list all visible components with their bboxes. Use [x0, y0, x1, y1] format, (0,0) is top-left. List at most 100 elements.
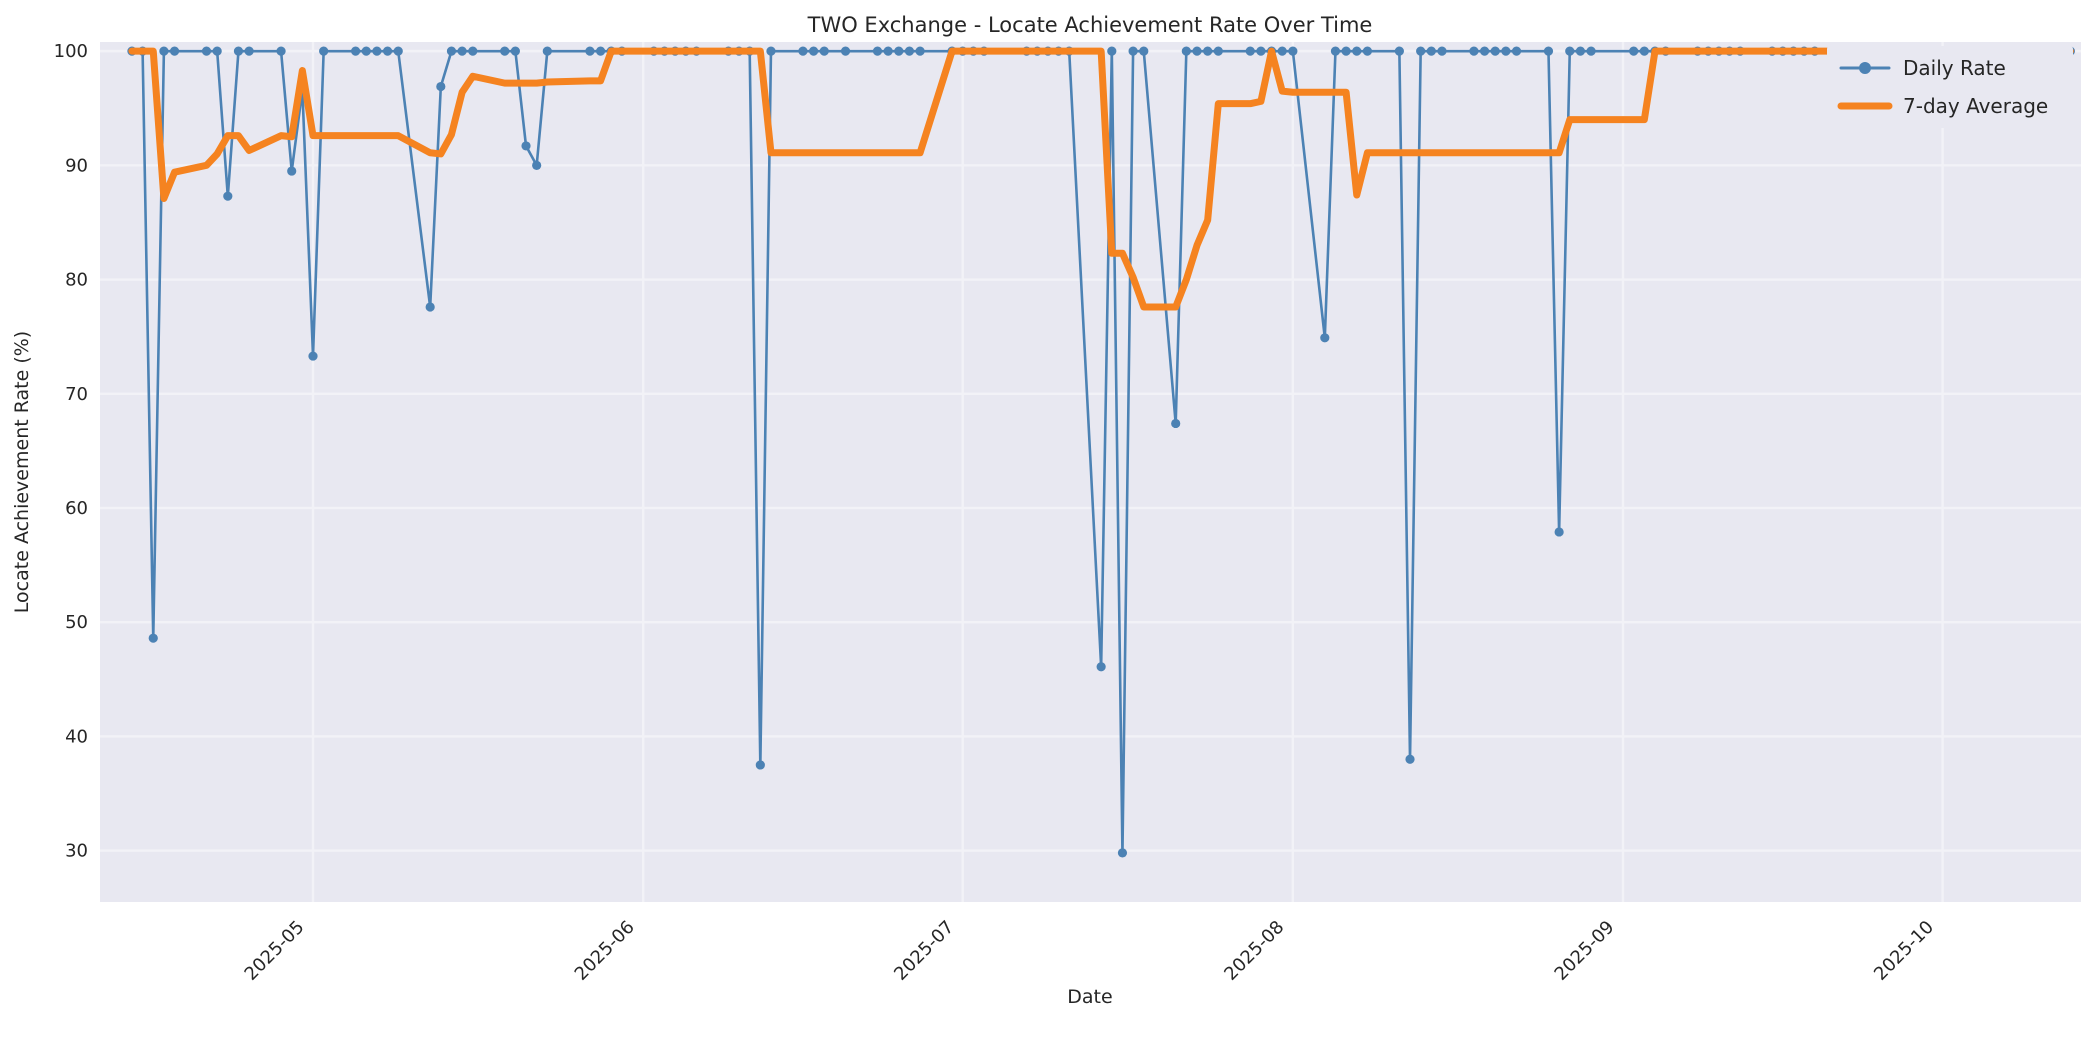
- y-tick-label: 30: [65, 841, 88, 862]
- data-point-marker: [1256, 46, 1266, 56]
- data-point-marker: [1575, 46, 1586, 56]
- data-series-layer: [127, 46, 2075, 858]
- chart-title: TWO Exchange - Locate Achievement Rate O…: [807, 13, 1373, 37]
- data-point-marker: [1437, 46, 1447, 56]
- series-7-day-average: [128, 47, 2074, 311]
- y-tick-label: 80: [65, 270, 88, 291]
- data-point-marker: [500, 46, 510, 56]
- x-axis-label: Date: [1067, 986, 1112, 1008]
- data-point-marker: [351, 46, 361, 56]
- data-point-marker: [798, 46, 808, 56]
- data-point-marker: [1352, 46, 1362, 56]
- data-point-marker: [1501, 46, 1511, 56]
- data-point-marker: [159, 46, 169, 56]
- data-point-marker: [894, 46, 904, 56]
- data-point-marker: [1107, 46, 1117, 56]
- data-point-marker: [212, 46, 222, 56]
- data-point-marker: [585, 46, 595, 56]
- y-tick-label: 70: [65, 384, 88, 405]
- data-point-marker: [1490, 46, 1500, 56]
- data-point-marker: [766, 46, 776, 56]
- data-point-marker: [1426, 46, 1436, 56]
- data-point-marker: [1416, 46, 1426, 56]
- data-point-marker: [521, 141, 531, 151]
- data-point-marker: [1469, 46, 1479, 56]
- data-point-marker: [1320, 333, 1330, 343]
- y-tick-label: 90: [65, 155, 88, 176]
- data-point-marker: [1288, 46, 1298, 56]
- data-point-marker: [1192, 46, 1202, 56]
- data-point-marker: [393, 46, 403, 56]
- data-point-marker: [1330, 46, 1341, 56]
- y-axis-label: Locate Achievement Rate (%): [11, 331, 33, 613]
- y-tick-label: 40: [65, 726, 88, 747]
- legend-item-7-day-average[interactable]: 7-day Average: [1837, 94, 2048, 118]
- data-point-marker: [1554, 527, 1564, 537]
- data-point-marker: [840, 46, 851, 56]
- y-tick-labels: 30 40 50 60 70 80 90 100: [54, 41, 88, 861]
- data-point-marker: [1213, 46, 1223, 56]
- legend-item-label: 7-day Average: [1903, 94, 2048, 118]
- data-point-marker: [532, 160, 542, 170]
- data-point-marker: [446, 46, 457, 56]
- series-line: [128, 47, 2074, 311]
- legend-item-label: Daily Rate: [1903, 56, 2006, 80]
- data-point-marker: [1586, 46, 1596, 56]
- data-point-marker: [287, 166, 297, 176]
- data-point-marker: [361, 46, 371, 56]
- data-point-marker: [1117, 848, 1128, 858]
- data-point-marker: [382, 46, 393, 56]
- data-point-marker: [510, 46, 520, 56]
- data-point-marker: [755, 760, 765, 770]
- data-point-marker: [915, 46, 925, 56]
- data-point-marker: [319, 46, 329, 56]
- data-point-marker: [883, 46, 893, 56]
- x-gridlines: [311, 42, 1944, 902]
- y-tick-label: 100: [54, 41, 88, 62]
- data-point-marker: [457, 46, 467, 56]
- data-point-marker: [1171, 418, 1181, 429]
- data-point-marker: [1362, 46, 1373, 56]
- data-point-marker: [1096, 662, 1106, 672]
- data-point-marker: [372, 46, 382, 56]
- data-point-marker: [1245, 46, 1255, 56]
- data-point-marker: [468, 46, 478, 56]
- data-point-marker: [1139, 46, 1149, 56]
- data-point-marker: [1479, 46, 1490, 56]
- data-point-marker: [425, 302, 435, 312]
- data-point-marker: [201, 46, 212, 56]
- data-point-marker: [1394, 46, 1404, 56]
- data-point-marker: [1629, 46, 1639, 56]
- data-point-marker: [542, 46, 552, 56]
- data-point-marker: [872, 46, 883, 56]
- y-tick-label: 50: [65, 612, 88, 633]
- data-point-marker: [308, 351, 318, 361]
- y-tick-label: 60: [65, 498, 88, 519]
- data-point-marker: [436, 81, 446, 92]
- data-point-marker: [1543, 46, 1554, 56]
- data-point-marker: [1181, 46, 1191, 56]
- legend-item-daily-rate[interactable]: Daily Rate: [1839, 56, 2006, 80]
- data-point-marker: [1203, 46, 1213, 56]
- data-point-marker: [169, 46, 180, 56]
- data-point-marker: [1277, 46, 1287, 56]
- data-point-marker: [148, 633, 158, 643]
- data-point-marker: [808, 46, 819, 56]
- y-gridlines: [100, 49, 2081, 852]
- data-point-marker: [1639, 46, 1649, 56]
- data-point-marker: [595, 46, 606, 56]
- data-point-marker: [276, 46, 286, 56]
- data-point-marker: [233, 46, 244, 56]
- data-point-marker: [1565, 46, 1575, 56]
- data-point-marker: [819, 46, 829, 56]
- data-point-marker: [244, 46, 254, 56]
- data-point-marker: [1511, 46, 1522, 56]
- data-point-marker: [1128, 46, 1138, 56]
- data-point-marker: [223, 191, 233, 201]
- chart-legend[interactable]: Daily Rate 7-day Average: [1827, 46, 2073, 128]
- data-point-marker: [904, 46, 915, 56]
- legend-swatch-marker: [1859, 62, 1871, 74]
- data-point-marker: [1405, 754, 1415, 764]
